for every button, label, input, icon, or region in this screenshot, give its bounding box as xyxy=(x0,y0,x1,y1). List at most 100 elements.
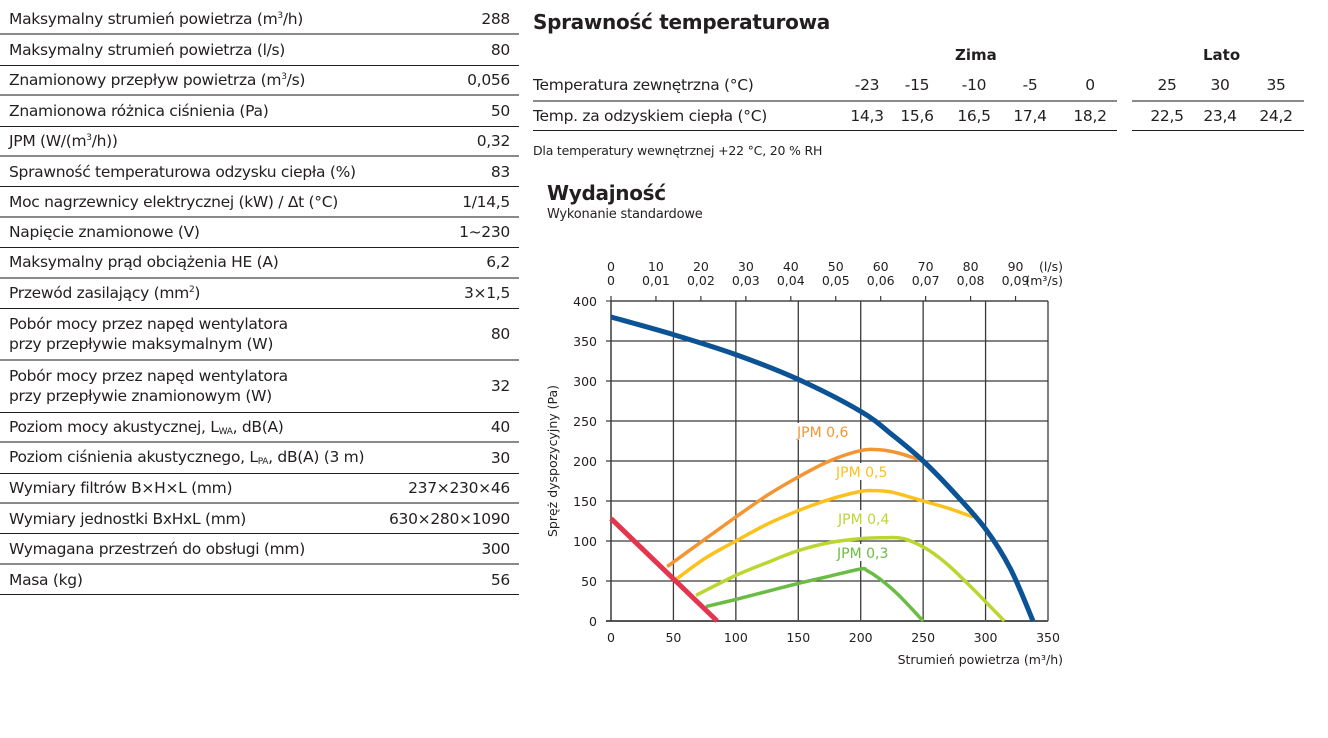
spec-value: 32 xyxy=(490,377,510,396)
y-tick-label: 50 xyxy=(581,574,597,589)
divider xyxy=(533,130,1117,131)
series-label-bg xyxy=(835,510,897,527)
spec-value: 6,2 xyxy=(486,253,510,272)
spec-label: Wymiary jednostki BxHxL (mm) xyxy=(9,510,246,528)
top-axis-m3s-label: 0,04 xyxy=(777,273,805,288)
y-tick-label: 300 xyxy=(573,374,597,389)
outside-temp-cell: -5 xyxy=(1022,76,1038,94)
spec-value: 3×1,5 xyxy=(464,284,510,303)
spec-row: Wymiary jednostki BxHxL (mm) 630×280×1090 xyxy=(0,504,519,535)
spec-label-text: Poziom ciśnienia akustycznego, L xyxy=(9,448,258,467)
spec-row: Znamionowa różnica ciśnienia (Pa) 50 xyxy=(0,96,519,127)
spec-label: JPM (W/(m3/h)) xyxy=(9,132,118,150)
outside-temp-cell: 35 xyxy=(1266,76,1286,94)
spec-row: Masa (kg) 56 xyxy=(0,565,519,596)
spec-label-text: Wymiary jednostki BxHxL (mm) xyxy=(9,509,247,528)
spec-label: Masa (kg) xyxy=(9,571,83,589)
spec-table: Maksymalny strumień powietrza (m3/h) 288 M… xyxy=(0,5,519,596)
spec-label-text: JPM (W/(m3/h)) xyxy=(9,131,118,150)
outside-temp-cell: 25 xyxy=(1157,76,1177,94)
recovered-temp-cell: 17,4 xyxy=(1013,107,1047,125)
top-axis-ls-label: 40 xyxy=(783,259,799,274)
spec-row: Znamionowy przepływ powietrza (m3/s) 0,05… xyxy=(0,66,519,97)
spec-label-text: Maksymalny strumień powietrza (m3/h) xyxy=(9,10,304,29)
top-axis-m3s-label: 0,01 xyxy=(642,273,670,288)
spec-value: 1/14,5 xyxy=(462,192,510,211)
spec-label-text: Pobór mocy przez napęd wentylatora przy … xyxy=(9,367,288,406)
top-axis-ls-label: 90 xyxy=(1008,259,1024,274)
top-axis-ls-label: 30 xyxy=(738,259,754,274)
spec-label: Moc nagrzewnicy elektrycznej (kW) / Δt (… xyxy=(9,193,338,211)
y-tick-label: 100 xyxy=(573,534,597,549)
top-axis-m3s-label: 0,05 xyxy=(822,273,850,288)
spec-value: 0,32 xyxy=(476,131,511,150)
efficiency-table: Temperatura zewnętrzna (°C) -23 -15 -10 -5 0… xyxy=(533,70,1304,132)
spec-label: Poziom ciśnienia akustycznego, LPA, dB(A… xyxy=(9,448,365,467)
spec-label-text: Maksymalny prąd obciążenia HE (A) xyxy=(9,253,279,272)
outside-temp-cell: -23 xyxy=(854,76,880,94)
series-label: JPM 0,4 xyxy=(837,512,889,528)
series-jpm-0-3 xyxy=(705,566,925,623)
spec-value: 40 xyxy=(490,418,510,437)
series-limit-line xyxy=(609,516,719,623)
y-tick-label: 200 xyxy=(573,454,597,469)
x-axis-label: Strumień powietrza (m³/h) xyxy=(898,652,1063,667)
spec-label: Przewód zasilający (mm2) xyxy=(9,284,200,302)
x-tick-label: 300 xyxy=(974,630,998,645)
top-axis-ls-label: 50 xyxy=(828,259,844,274)
recovered-temp-cell: 18,2 xyxy=(1073,107,1107,125)
top-axis-m3s-label: 0,06 xyxy=(867,273,895,288)
top-axis-m3s-label: 0,03 xyxy=(732,273,760,288)
spec-label-text: Wymagana przestrzeń do obsługi (mm) xyxy=(9,539,305,558)
spec-value: 80 xyxy=(490,324,510,343)
spec-value: 83 xyxy=(490,162,510,181)
spec-label-text: Znamionowa różnica ciśnienia (Pa) xyxy=(9,101,269,120)
spec-row: Moc nagrzewnicy elektrycznej (kW) / Δt (… xyxy=(0,187,519,218)
spec-label: Maksymalny strumień powietrza (m3/h) xyxy=(9,10,303,28)
recovered-temp-cell: 14,3 xyxy=(850,107,884,125)
series-label-bg xyxy=(833,463,895,480)
spec-label-tail: , dB(A) xyxy=(232,417,284,436)
series-label-bg xyxy=(834,544,896,561)
top-axis-ls-label: 10 xyxy=(648,259,664,274)
spec-label: Sprawność temperaturowa odzysku ciepła (… xyxy=(9,163,356,181)
spec-value: 630×280×1090 xyxy=(389,509,510,528)
divider xyxy=(533,100,1117,102)
top-axis-m3s-label: 0 xyxy=(607,273,615,288)
series-jpm-0-5 xyxy=(674,488,974,581)
spec-label: Znamionowa różnica ciśnienia (Pa) xyxy=(9,101,269,120)
series-label: JPM 0,3 xyxy=(836,546,888,562)
performance-chart: 0 50 100 150 200 250 300 3500501001502002503003… xyxy=(545,259,1063,667)
spec-label-text: Maksymalny strumień powietrza (l/s) xyxy=(9,41,286,60)
spec-row: Sprawność temperaturowa odzysku ciepła (… xyxy=(0,157,519,188)
spec-label: Maksymalny strumień powietrza (l/s) xyxy=(9,41,285,59)
spec-row: Maksymalny prąd obciążenia HE (A) 6,2 xyxy=(0,248,519,279)
spec-label: Wymagana przestrzeń do obsługi (mm) xyxy=(9,540,305,558)
spec-value: 237×230×46 xyxy=(408,478,510,497)
x-tick-label: 250 xyxy=(911,630,935,645)
spec-label: Wymiary filtrów B×H×L (mm) xyxy=(9,479,232,497)
x-tick-label: 200 xyxy=(849,630,873,645)
chart-subtitle: Wykonanie standardowe xyxy=(547,207,703,222)
y-tick-label: 250 xyxy=(573,414,597,429)
spec-value: 288 xyxy=(481,10,510,29)
top-axis-m3s-label: 0,09 xyxy=(1002,273,1030,288)
divider xyxy=(1132,130,1304,131)
top-axis-ls-label: 0 xyxy=(607,259,615,274)
x-tick-label: 100 xyxy=(724,630,748,645)
spec-row: Napięcie znamionowe (V) 1~230 xyxy=(0,218,519,249)
spec-label-text: Pobór mocy przez napęd wentylatora przy … xyxy=(9,314,288,353)
spec-value: 300 xyxy=(481,539,510,558)
top-axis-ls-label: 80 xyxy=(963,259,979,274)
divider xyxy=(1132,100,1304,102)
series-label: JPM 0,5 xyxy=(835,465,887,481)
spec-label-text: Poziom mocy akustycznej, L xyxy=(9,417,219,436)
spec-label: Poziom mocy akustycznej, LWA, dB(A) xyxy=(9,418,284,437)
spec-label: Znamionowy przepływ powietrza (m3/s) xyxy=(9,71,305,89)
top-axis-m3s-label: 0,07 xyxy=(912,273,940,288)
chart-title: Wydajność xyxy=(547,181,666,205)
spec-row: Poziom ciśnienia akustycznego, LPA, dB(A… xyxy=(0,443,519,474)
spec-label-text: Znamionowy przepływ powietrza (m3/s) xyxy=(9,70,306,89)
outside-temp-cell: -15 xyxy=(904,76,930,94)
top-axis-ls-label: 70 xyxy=(918,259,934,274)
